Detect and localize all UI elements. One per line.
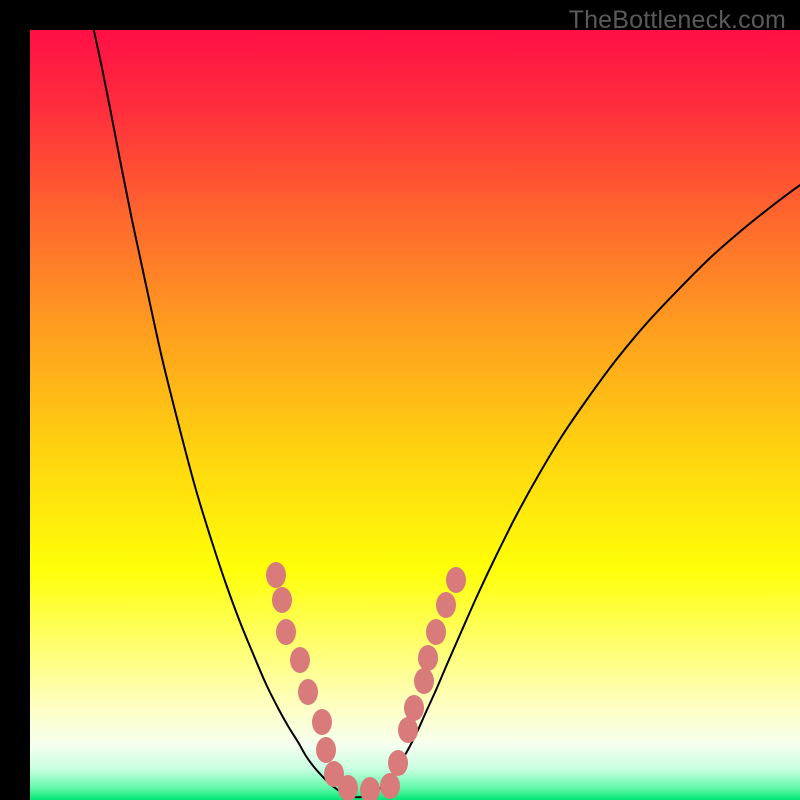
data-marker (426, 619, 446, 645)
outer-frame: TheBottleneck.com (0, 0, 800, 800)
data-marker (446, 567, 466, 593)
plot-svg (30, 30, 800, 800)
data-marker (266, 562, 286, 588)
data-marker (380, 773, 400, 799)
data-marker (316, 737, 336, 763)
data-marker (418, 645, 438, 671)
data-marker (388, 750, 408, 776)
data-marker (290, 647, 310, 673)
watermark-text: TheBottleneck.com (569, 6, 786, 35)
data-marker (276, 619, 296, 645)
plot-area (30, 30, 800, 800)
data-marker (298, 679, 318, 705)
data-marker (414, 668, 434, 694)
data-marker (272, 587, 292, 613)
data-marker (404, 695, 424, 721)
data-marker (338, 775, 358, 800)
data-marker (312, 709, 332, 735)
data-marker (436, 592, 456, 618)
